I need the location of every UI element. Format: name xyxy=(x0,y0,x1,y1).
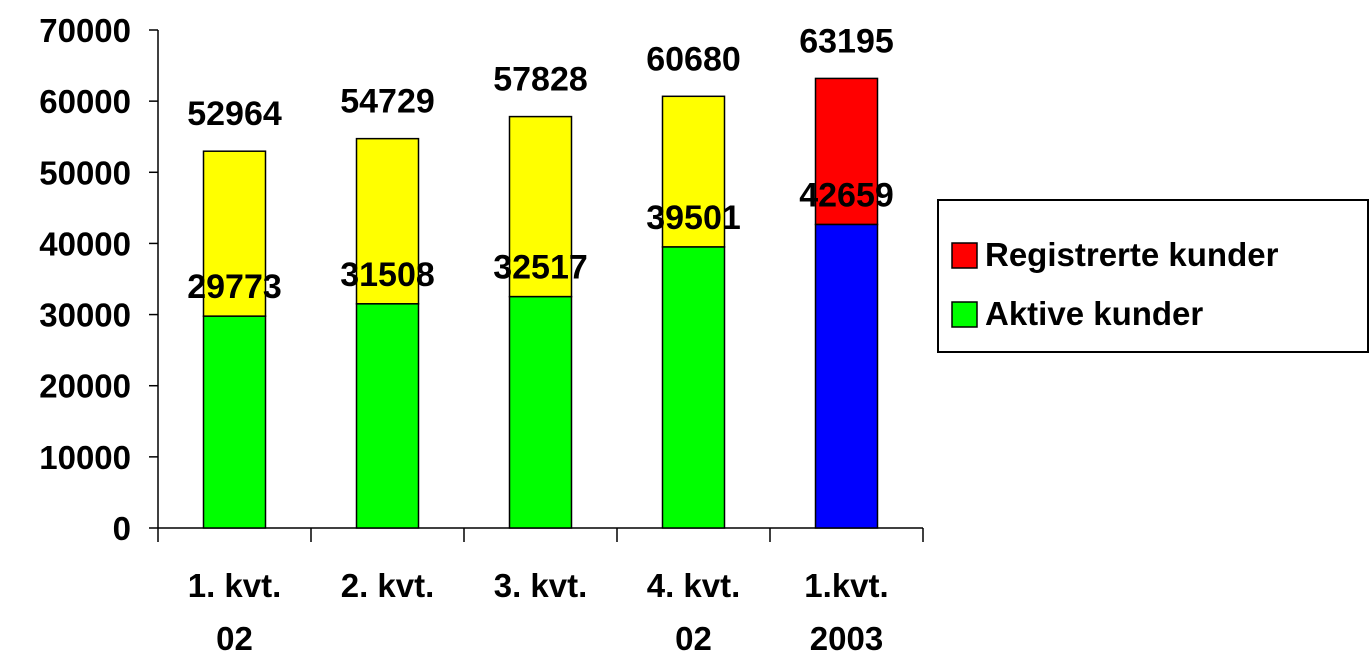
data-label-aktive: 42659 xyxy=(799,177,894,215)
x-category-label-line1: 1.kvt. xyxy=(804,567,888,604)
y-tick-label: 40000 xyxy=(39,225,131,262)
y-tick-label: 20000 xyxy=(39,368,131,405)
legend-label-aktive: Aktive kunder xyxy=(985,295,1203,332)
y-tick-label: 30000 xyxy=(39,297,131,334)
bar-segment-aktive xyxy=(508,295,573,529)
data-label-total: 63195 xyxy=(799,22,894,60)
x-category-label-line1: 3. kvt. xyxy=(494,567,588,604)
y-tick-label: 50000 xyxy=(39,154,131,191)
axes: 0 10000 20000 30000 40000 50000 60000 70000 xyxy=(39,12,924,547)
legend-swatch-aktive xyxy=(951,301,978,328)
data-label-total: 54729 xyxy=(340,83,435,121)
legend-swatch-registrerte xyxy=(951,242,978,269)
data-label-aktive: 32517 xyxy=(493,249,588,287)
data-label-aktive: 29773 xyxy=(187,268,282,306)
bars xyxy=(202,77,879,529)
data-label-total: 52964 xyxy=(187,95,282,133)
x-category-label-line1: 1. kvt. xyxy=(188,567,282,604)
x-category-label-line2: 02 xyxy=(216,620,253,657)
data-label-total: 60680 xyxy=(646,40,741,78)
bar-segment-registrerte xyxy=(814,77,879,226)
legend-label-registrerte: Registrerte kunder xyxy=(985,236,1279,273)
bar-segment-aktive xyxy=(355,303,420,529)
data-label-total: 57828 xyxy=(493,61,588,99)
x-category-label-line2: 02 xyxy=(675,620,712,657)
bar-segment-aktive xyxy=(814,223,879,529)
bar-segment-aktive xyxy=(202,315,267,529)
data-labels: 52964 29773 1. kvt. 02 54729 31508 2. kvt. 5782… xyxy=(187,22,894,657)
legend: Registrerte kunder Aktive kunder xyxy=(937,199,1369,353)
x-category-label-line1: 4. kvt. xyxy=(647,567,741,604)
x-category-label-line1: 2. kvt. xyxy=(341,567,435,604)
y-tick-label: 0 xyxy=(113,510,131,547)
data-label-aktive: 31508 xyxy=(340,256,435,294)
y-tick-label: 70000 xyxy=(39,12,131,49)
data-label-aktive: 39501 xyxy=(646,199,741,237)
y-tick-label: 10000 xyxy=(39,439,131,476)
bar-segment-aktive xyxy=(661,246,726,529)
x-category-label-line2: 2003 xyxy=(810,620,883,657)
y-tick-label: 60000 xyxy=(39,83,131,120)
legend-box xyxy=(937,199,1369,353)
bar-segment-registrerte xyxy=(661,95,726,248)
